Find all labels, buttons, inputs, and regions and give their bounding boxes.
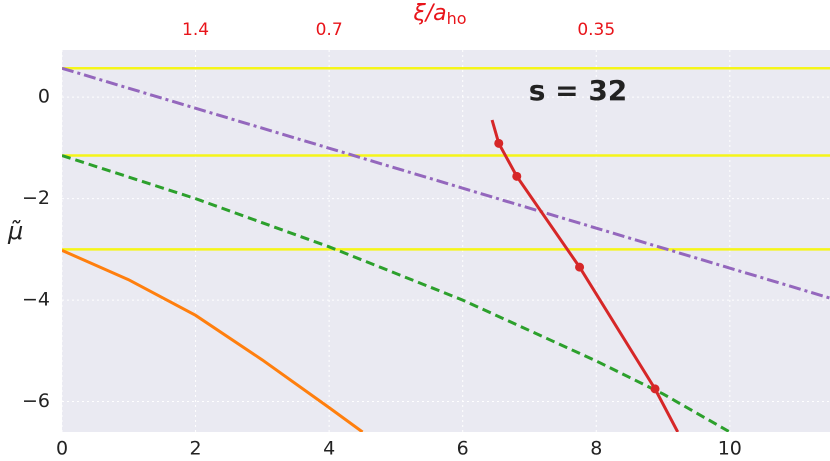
y-tick-label: −2: [22, 187, 50, 209]
top-axis-label-main: ξ/a: [412, 1, 446, 26]
data-line: [62, 66, 830, 300]
data-point: [650, 384, 660, 394]
y-tick-label: 0: [38, 86, 50, 108]
x-tick-label: 0: [56, 438, 68, 460]
top-tick-label: 1.4: [182, 20, 209, 40]
y-axis-label: μ̃: [7, 217, 23, 245]
data-point: [575, 262, 585, 272]
y-tick-label: −6: [22, 390, 50, 412]
x-tick-label: 8: [590, 438, 602, 460]
x-tick-label: 2: [190, 438, 202, 460]
x-tick-label: 10: [718, 438, 742, 460]
x-tick-label: 6: [457, 438, 469, 460]
x-tick-label: 4: [323, 438, 335, 460]
plot-background: [62, 50, 830, 432]
top-tick-label: 0.7: [316, 20, 343, 40]
top-axis-label: ξ/aho: [412, 1, 466, 28]
data-line: [62, 154, 731, 432]
y-tick-label: −4: [22, 289, 50, 311]
annotation: s = 32: [529, 74, 628, 107]
top-axis-label-sub: ho: [447, 9, 467, 28]
plot-layer: [62, 50, 830, 432]
data-point: [512, 171, 522, 181]
data-point: [494, 138, 504, 148]
data-line: [62, 249, 364, 432]
top-tick-label: 0.35: [577, 20, 615, 40]
